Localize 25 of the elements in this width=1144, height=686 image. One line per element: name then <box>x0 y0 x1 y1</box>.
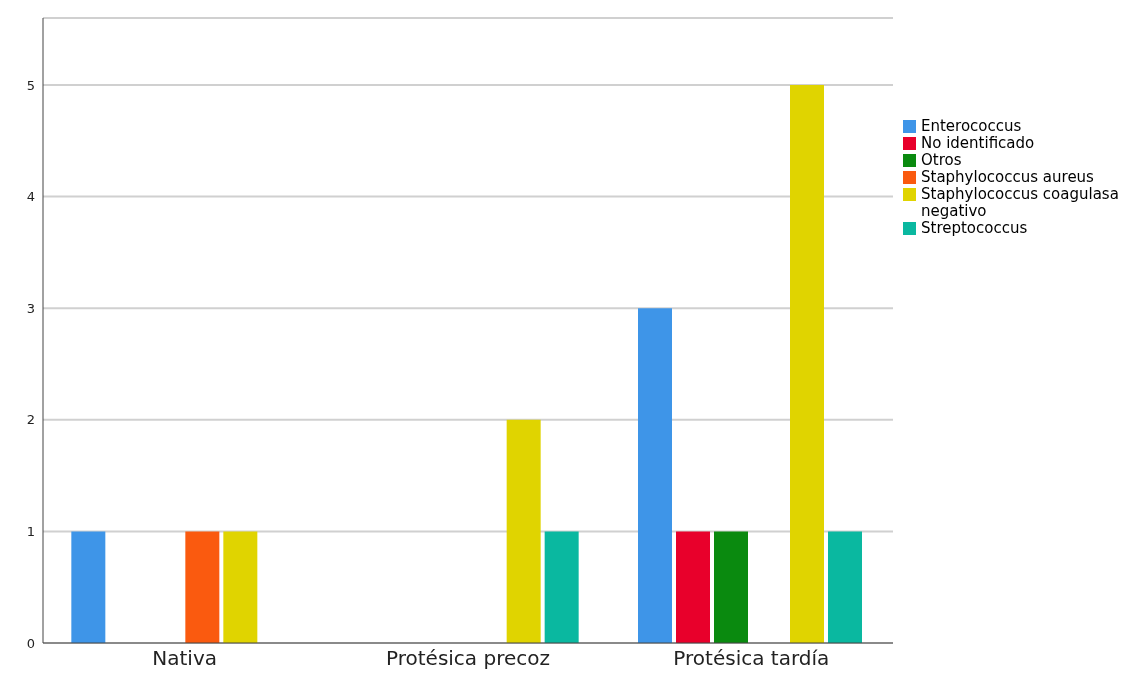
bar <box>544 531 579 643</box>
legend-label: Staphylococcus coagulasa negativo <box>921 185 1120 220</box>
legend-label: Streptococcus <box>921 219 1028 237</box>
y-tick-label: 4 <box>26 189 35 205</box>
bar <box>676 531 710 643</box>
bar <box>714 531 748 643</box>
legend-label: Staphylococcus aureus <box>921 168 1094 186</box>
y-tick-label: 3 <box>26 300 35 316</box>
bar <box>828 531 862 643</box>
legend-label: Otros <box>921 151 962 169</box>
legend-label: Enterococcus <box>921 117 1022 135</box>
y-tick-label: 0 <box>26 635 35 651</box>
bar <box>790 84 824 643</box>
y-tick-label: 1 <box>26 524 35 540</box>
bar <box>638 308 672 643</box>
y-tick-label: 2 <box>26 412 35 428</box>
bar <box>185 531 220 643</box>
x-tick-label: Nativa <box>152 646 218 671</box>
x-tick-label: Protésica precoz <box>386 646 550 671</box>
legend-label: No identificado <box>921 134 1035 152</box>
bar <box>223 531 258 643</box>
bar <box>506 419 541 643</box>
x-tick-label: Protésica tardía <box>673 646 830 671</box>
y-tick-label: 5 <box>26 77 35 93</box>
bar <box>71 531 106 643</box>
